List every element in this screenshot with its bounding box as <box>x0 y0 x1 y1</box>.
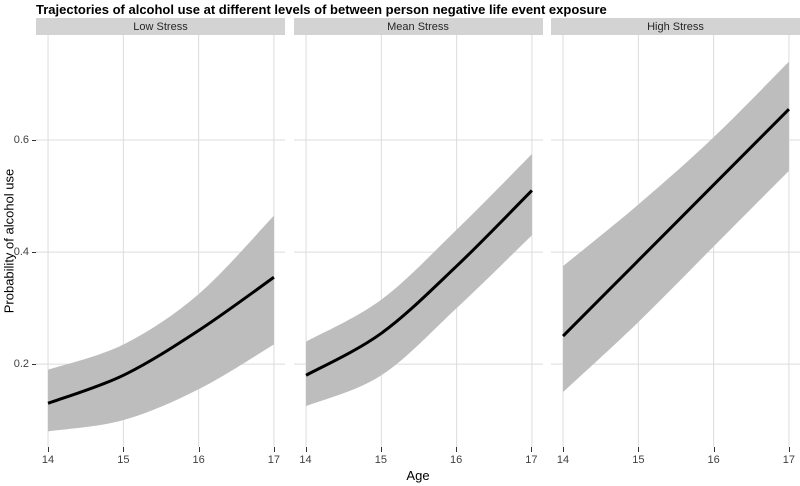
facet-strip: High Stress <box>551 18 800 35</box>
x-tick-mark <box>198 447 200 452</box>
trend-line <box>561 108 790 338</box>
x-tick-mark <box>48 447 50 452</box>
panel-plot <box>36 35 285 447</box>
chart-title: Trajectories of alcohol use at different… <box>36 2 607 17</box>
x-tick-mark <box>788 447 790 452</box>
x-tick-label: 15 <box>117 454 130 466</box>
y-axis-title: Probability of alcohol use <box>1 168 17 314</box>
panel-plot <box>293 35 543 447</box>
x-tick-mark <box>713 447 715 452</box>
facet-panel <box>36 35 285 447</box>
facet-strip-label: Mean Stress <box>387 20 449 33</box>
y-tick-label: 0.4 <box>13 246 29 259</box>
x-axis-title: Age <box>406 468 430 483</box>
x-tick-label: 14 <box>556 454 570 466</box>
facet-column: Mean Stress 14 15 16 17 <box>293 18 543 486</box>
x-tick-label: 14 <box>41 454 55 466</box>
x-tick-mark <box>305 447 307 452</box>
x-tick-mark <box>456 447 458 452</box>
panel-plot <box>551 35 800 447</box>
confidence-ribbon <box>48 215 274 432</box>
x-tick-mark <box>273 447 275 452</box>
x-tick-mark <box>123 447 125 452</box>
x-tick-label: 17 <box>267 454 281 466</box>
facet-column: Low Stress 14 15 16 17 <box>36 18 285 486</box>
x-tick-mark <box>563 447 565 452</box>
x-tick-label: 17 <box>525 454 538 466</box>
x-tick-label: 16 <box>192 454 205 466</box>
x-tick-mark <box>531 447 533 452</box>
x-tick-label: 15 <box>374 454 387 466</box>
y-tick-label: 0.6 <box>13 134 29 147</box>
x-tick-mark <box>638 447 640 452</box>
y-tick-mark <box>32 140 36 142</box>
y-tick-mark <box>32 364 36 366</box>
facet-column: High Stress 14 15 16 17 <box>551 18 800 486</box>
x-tick-label: 16 <box>450 454 463 466</box>
facet-strip: Mean Stress <box>293 18 543 35</box>
facet-strip-label: Low Stress <box>133 20 188 33</box>
x-tick-label: 15 <box>632 454 645 466</box>
x-tick-label: 16 <box>707 454 720 466</box>
x-tick-label: 14 <box>299 454 312 466</box>
confidence-ribbon <box>563 61 789 393</box>
x-tick-label: 17 <box>782 454 796 466</box>
confidence-ribbon <box>305 154 532 407</box>
y-tick-mark <box>32 252 36 254</box>
facet-panel <box>551 35 800 447</box>
y-tick-label: 0.2 <box>13 358 29 371</box>
x-tick-mark <box>380 447 382 452</box>
facet-strip: Low Stress <box>36 18 285 35</box>
trend-line <box>47 276 275 405</box>
facet-strip-label: High Stress <box>647 20 704 33</box>
facet-panel <box>293 35 543 447</box>
trend-line <box>304 189 533 377</box>
